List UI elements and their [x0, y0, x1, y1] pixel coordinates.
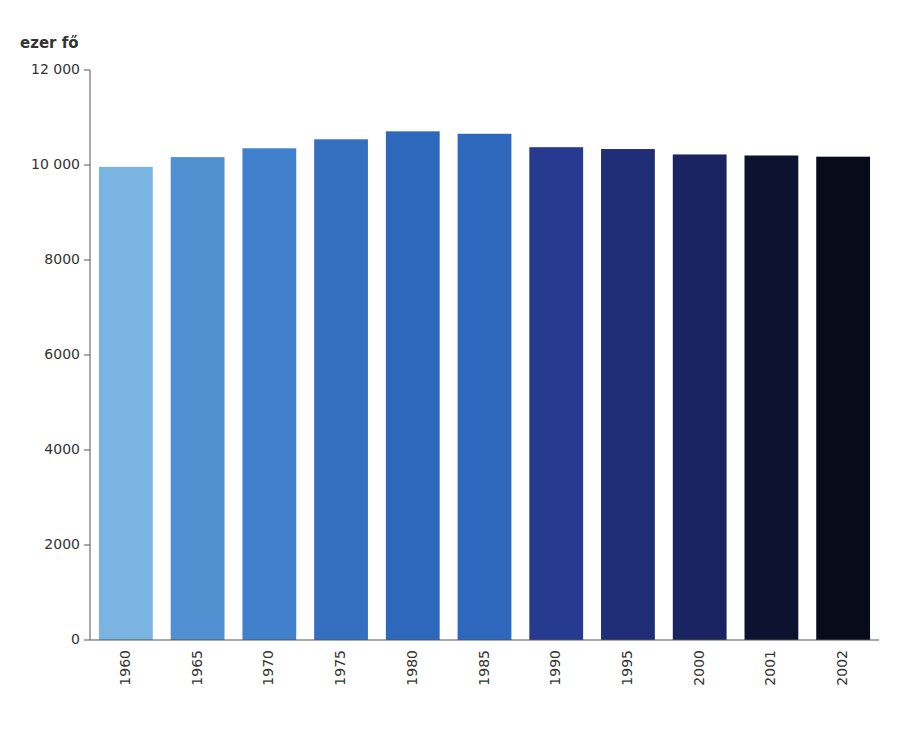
y-tick — [84, 640, 90, 641]
bar — [529, 147, 583, 640]
bars — [99, 131, 870, 640]
x-tick-label: 2000 — [691, 650, 707, 686]
x-tick-label: 1985 — [476, 650, 492, 686]
x-axis: 1960 1965 1970 1975 1980 1985 1990 1995 2000 2001… — [90, 640, 879, 686]
bar — [601, 149, 655, 640]
y-tick-label: 6000 — [44, 346, 80, 362]
y-tick-label: 2000 — [44, 536, 80, 552]
x-tick-label: 1980 — [404, 650, 420, 686]
y-tick — [84, 450, 90, 451]
y-tick — [84, 165, 90, 166]
bar — [171, 157, 225, 640]
chart-svg: 0 2000 4000 6000 8000 10 000 12 000 ezer fő 1960… — [0, 0, 909, 730]
x-tick-label: 1965 — [189, 650, 205, 686]
bar — [745, 156, 799, 641]
chart-container: 0 2000 4000 6000 8000 10 000 12 000 ezer fő 1960… — [0, 0, 909, 730]
y-tick-label: 8000 — [44, 251, 80, 267]
bar — [314, 139, 368, 640]
x-tick-label: 2002 — [834, 650, 850, 686]
y-axis: 0 2000 4000 6000 8000 10 000 12 000 — [31, 61, 90, 647]
y-tick-label: 12 000 — [31, 61, 80, 77]
x-tick-label: 1960 — [117, 650, 133, 686]
bar — [386, 131, 440, 640]
y-tick — [84, 70, 90, 71]
y-tick-label: 4000 — [44, 441, 80, 457]
y-tick-label: 0 — [71, 631, 80, 647]
bar — [242, 148, 296, 640]
y-axis-line — [90, 70, 91, 640]
bar — [99, 167, 153, 640]
y-axis-label: ezer fő — [20, 34, 79, 52]
x-tick-label: 1990 — [547, 650, 563, 686]
y-tick — [84, 545, 90, 546]
x-tick-label: 1975 — [332, 650, 348, 686]
bar — [673, 154, 727, 640]
y-tick — [84, 260, 90, 261]
page: {"chart_data": {"type": "bar", "ylabel":… — [0, 0, 909, 730]
bar — [458, 134, 512, 640]
bar — [816, 157, 870, 640]
y-tick — [84, 355, 90, 356]
y-tick-label: 10 000 — [31, 156, 80, 172]
x-tick-label: 1970 — [260, 650, 276, 686]
x-tick-label: 1995 — [619, 650, 635, 686]
x-axis-line — [90, 640, 879, 641]
x-tick-label: 2001 — [762, 650, 778, 686]
